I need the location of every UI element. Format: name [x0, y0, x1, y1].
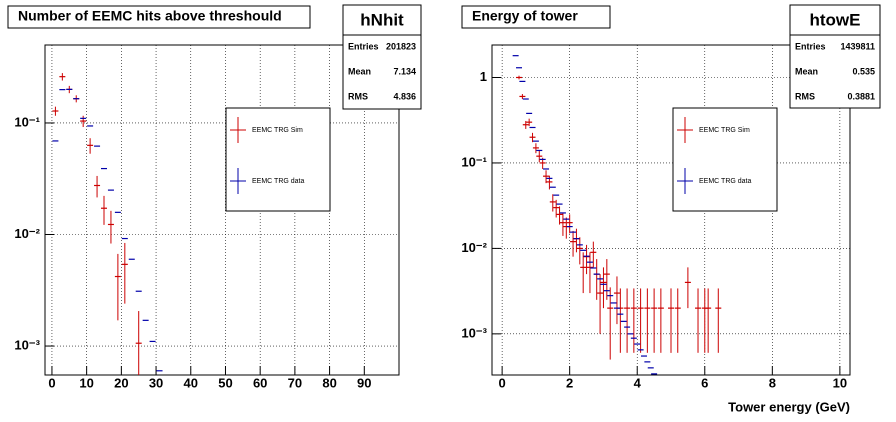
- stats-box: [789, 4, 881, 109]
- stats-name: hNhit: [360, 10, 404, 29]
- legend-label: EEMC TRG Sim: [252, 127, 303, 134]
- stats-value: 0.3881: [847, 91, 875, 101]
- x-tick-label: 6: [701, 375, 708, 390]
- x-tick-label: 50: [218, 375, 232, 390]
- x-tick-label: 4: [634, 375, 642, 390]
- x-tick-label: 0: [499, 375, 506, 390]
- legend-label: EEMC TRG data: [699, 178, 751, 185]
- stats-name: htowE: [810, 10, 861, 29]
- x-axis-label: Tower energy (GeV): [728, 399, 850, 414]
- stats-label: RMS: [795, 91, 815, 101]
- y-tick-label: 1: [480, 69, 487, 84]
- y-tick-label: 10⁻¹: [14, 114, 40, 129]
- legend-box: [672, 107, 778, 212]
- x-tick-label: 8: [769, 375, 776, 390]
- x-tick-label: 10: [833, 375, 847, 390]
- title-box: [7, 5, 311, 29]
- x-tick-label: 90: [357, 375, 371, 390]
- stats-label: RMS: [348, 91, 368, 101]
- stats-value: 1439811: [840, 41, 875, 51]
- chart-title: Number of EEMC hits above threshould: [18, 8, 282, 24]
- x-tick-label: 20: [114, 375, 128, 390]
- legend-label: EEMC TRG data: [252, 178, 304, 185]
- stats-label: Entries: [348, 41, 379, 51]
- title-box: [461, 5, 611, 29]
- x-tick-label: 70: [288, 375, 302, 390]
- stats-label: Entries: [795, 41, 826, 51]
- y-tick-label: 10⁻¹: [461, 154, 487, 169]
- y-tick-label: 10⁻²: [14, 226, 40, 241]
- chart-title: Energy of tower: [472, 8, 578, 24]
- stats-value: 0.535: [852, 66, 875, 76]
- stats-label: Mean: [795, 66, 818, 76]
- stats-value: 7.134: [393, 66, 416, 76]
- y-tick-label: 10⁻³: [461, 325, 487, 340]
- stats-value: 4.836: [393, 91, 416, 101]
- y-tick-label: 10⁻³: [14, 337, 40, 352]
- legend-label: EEMC TRG Sim: [699, 127, 750, 134]
- x-tick-label: 80: [322, 375, 336, 390]
- stats-value: 201823: [386, 41, 416, 51]
- stats-label: Mean: [348, 66, 371, 76]
- y-tick-label: 10⁻²: [461, 240, 487, 255]
- x-tick-label: 0: [48, 375, 55, 390]
- x-tick-label: 2: [566, 375, 573, 390]
- legend-box: [225, 107, 331, 212]
- x-tick-label: 30: [149, 375, 163, 390]
- stats-box: [342, 4, 422, 110]
- x-tick-label: 40: [184, 375, 198, 390]
- x-tick-label: 10: [79, 375, 93, 390]
- x-tick-label: 60: [253, 375, 267, 390]
